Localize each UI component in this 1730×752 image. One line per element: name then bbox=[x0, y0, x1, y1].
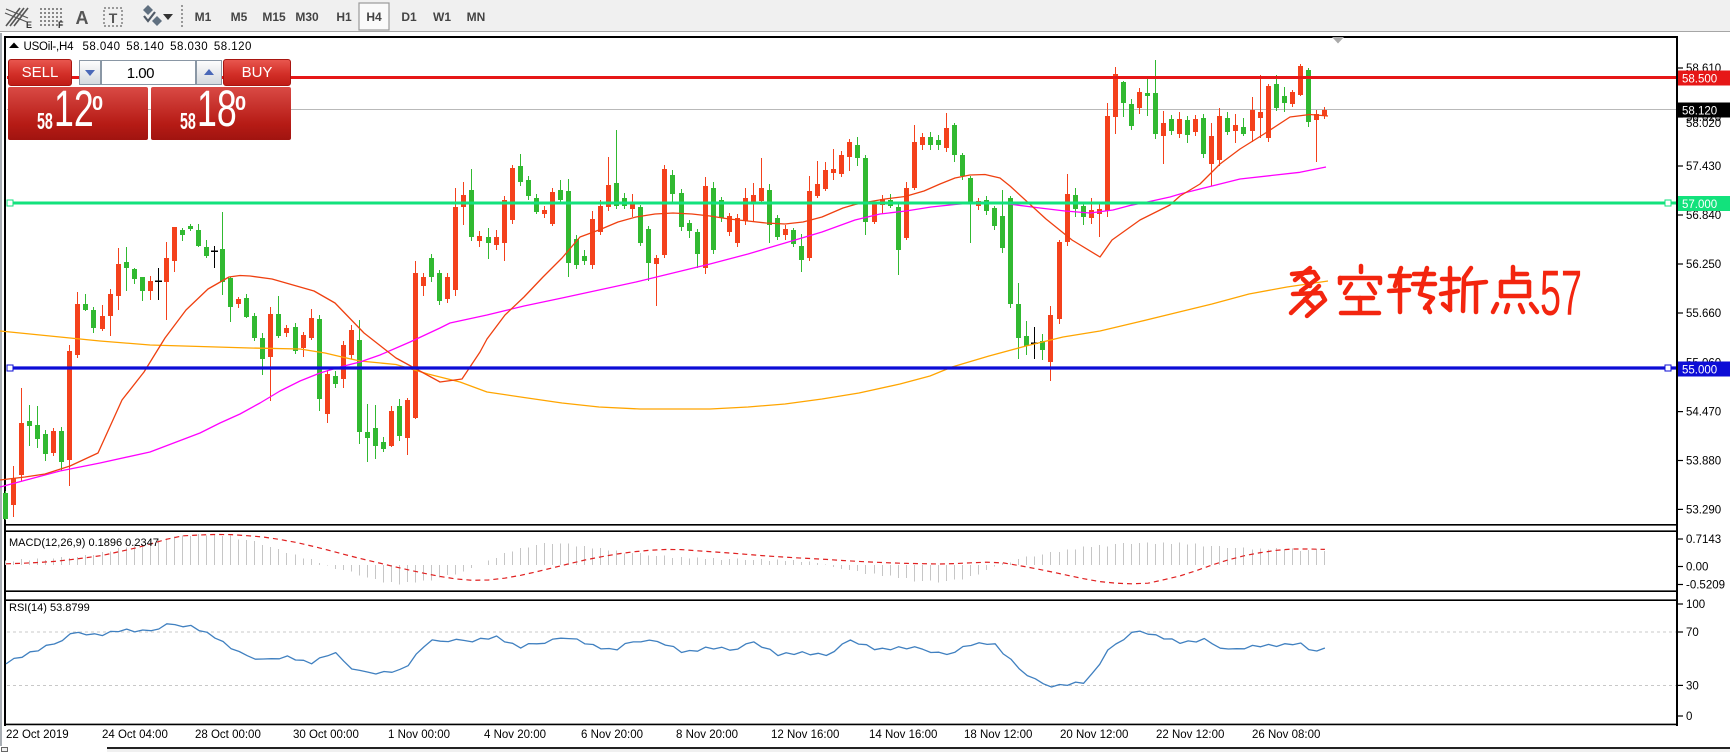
svg-text:RSI(14) 53.8799: RSI(14) 53.8799 bbox=[9, 602, 90, 614]
svg-text:MACD(12,26,9) 0.1896 0.2347: MACD(12,26,9) 0.1896 0.2347 bbox=[9, 537, 159, 549]
svg-text:M15: M15 bbox=[262, 10, 286, 24]
svg-text:20 Nov 12:00: 20 Nov 12:00 bbox=[1060, 729, 1128, 741]
svg-text:58.030: 58.030 bbox=[170, 41, 208, 53]
svg-text:22 Nov 12:00: 22 Nov 12:00 bbox=[1156, 729, 1224, 741]
svg-text:53.880: 53.880 bbox=[1686, 456, 1721, 468]
svg-text:28 Oct 00:00: 28 Oct 00:00 bbox=[195, 729, 261, 741]
svg-text:30 Oct 00:00: 30 Oct 00:00 bbox=[293, 729, 359, 741]
svg-text:57: 57 bbox=[1540, 257, 1582, 329]
svg-text:T: T bbox=[109, 10, 118, 26]
svg-text:M30: M30 bbox=[295, 10, 319, 24]
svg-text:53.290: 53.290 bbox=[1686, 504, 1721, 516]
svg-text:0: 0 bbox=[1686, 711, 1692, 723]
svg-text:0.7143: 0.7143 bbox=[1686, 534, 1721, 546]
svg-text:58.020: 58.020 bbox=[1686, 118, 1721, 130]
svg-text:54.470: 54.470 bbox=[1686, 407, 1721, 419]
svg-text:E: E bbox=[26, 20, 32, 30]
svg-text:58.500: 58.500 bbox=[1682, 74, 1717, 86]
svg-text:58.140: 58.140 bbox=[126, 41, 164, 53]
svg-text:58.040: 58.040 bbox=[83, 41, 121, 53]
svg-text:22 Oct 2019: 22 Oct 2019 bbox=[6, 729, 69, 741]
svg-text:1 Nov 00:00: 1 Nov 00:00 bbox=[388, 729, 450, 741]
svg-text:W1: W1 bbox=[433, 10, 451, 24]
svg-text:4 Nov 20:00: 4 Nov 20:00 bbox=[484, 729, 546, 741]
svg-text:F: F bbox=[58, 20, 64, 30]
svg-text:55.660: 55.660 bbox=[1686, 308, 1721, 320]
svg-text:MN: MN bbox=[467, 10, 486, 24]
svg-text:H4: H4 bbox=[366, 10, 382, 24]
svg-text:6 Nov 20:00: 6 Nov 20:00 bbox=[581, 729, 643, 741]
svg-text:-0.5209: -0.5209 bbox=[1686, 580, 1725, 592]
svg-text:55.000: 55.000 bbox=[1682, 365, 1717, 377]
svg-text:12 Nov 16:00: 12 Nov 16:00 bbox=[771, 729, 839, 741]
svg-text:57.000: 57.000 bbox=[1682, 199, 1717, 211]
svg-text:0.00: 0.00 bbox=[1686, 562, 1708, 574]
svg-text:M1: M1 bbox=[195, 10, 212, 24]
svg-text:A: A bbox=[76, 8, 89, 28]
svg-text:M5: M5 bbox=[231, 10, 248, 24]
svg-text:14 Nov 16:00: 14 Nov 16:00 bbox=[869, 729, 937, 741]
svg-text:18 Nov 12:00: 18 Nov 12:00 bbox=[964, 729, 1032, 741]
svg-text:24 Oct 04:00: 24 Oct 04:00 bbox=[102, 729, 168, 741]
svg-text:56.250: 56.250 bbox=[1686, 259, 1721, 271]
svg-text:56.840: 56.840 bbox=[1686, 210, 1721, 222]
svg-text:58.120: 58.120 bbox=[214, 41, 252, 53]
svg-text:57.430: 57.430 bbox=[1686, 161, 1721, 173]
svg-text:8 Nov 20:00: 8 Nov 20:00 bbox=[676, 729, 738, 741]
svg-text:USOil-,H4: USOil-,H4 bbox=[24, 41, 75, 53]
svg-text:58.120: 58.120 bbox=[1682, 106, 1717, 118]
svg-text:D1: D1 bbox=[401, 10, 417, 24]
svg-text:H1: H1 bbox=[336, 10, 352, 24]
svg-text:26 Nov 08:00: 26 Nov 08:00 bbox=[1252, 729, 1320, 741]
svg-text:100: 100 bbox=[1686, 599, 1705, 611]
svg-text:70: 70 bbox=[1686, 627, 1699, 639]
svg-text:30: 30 bbox=[1686, 680, 1699, 692]
